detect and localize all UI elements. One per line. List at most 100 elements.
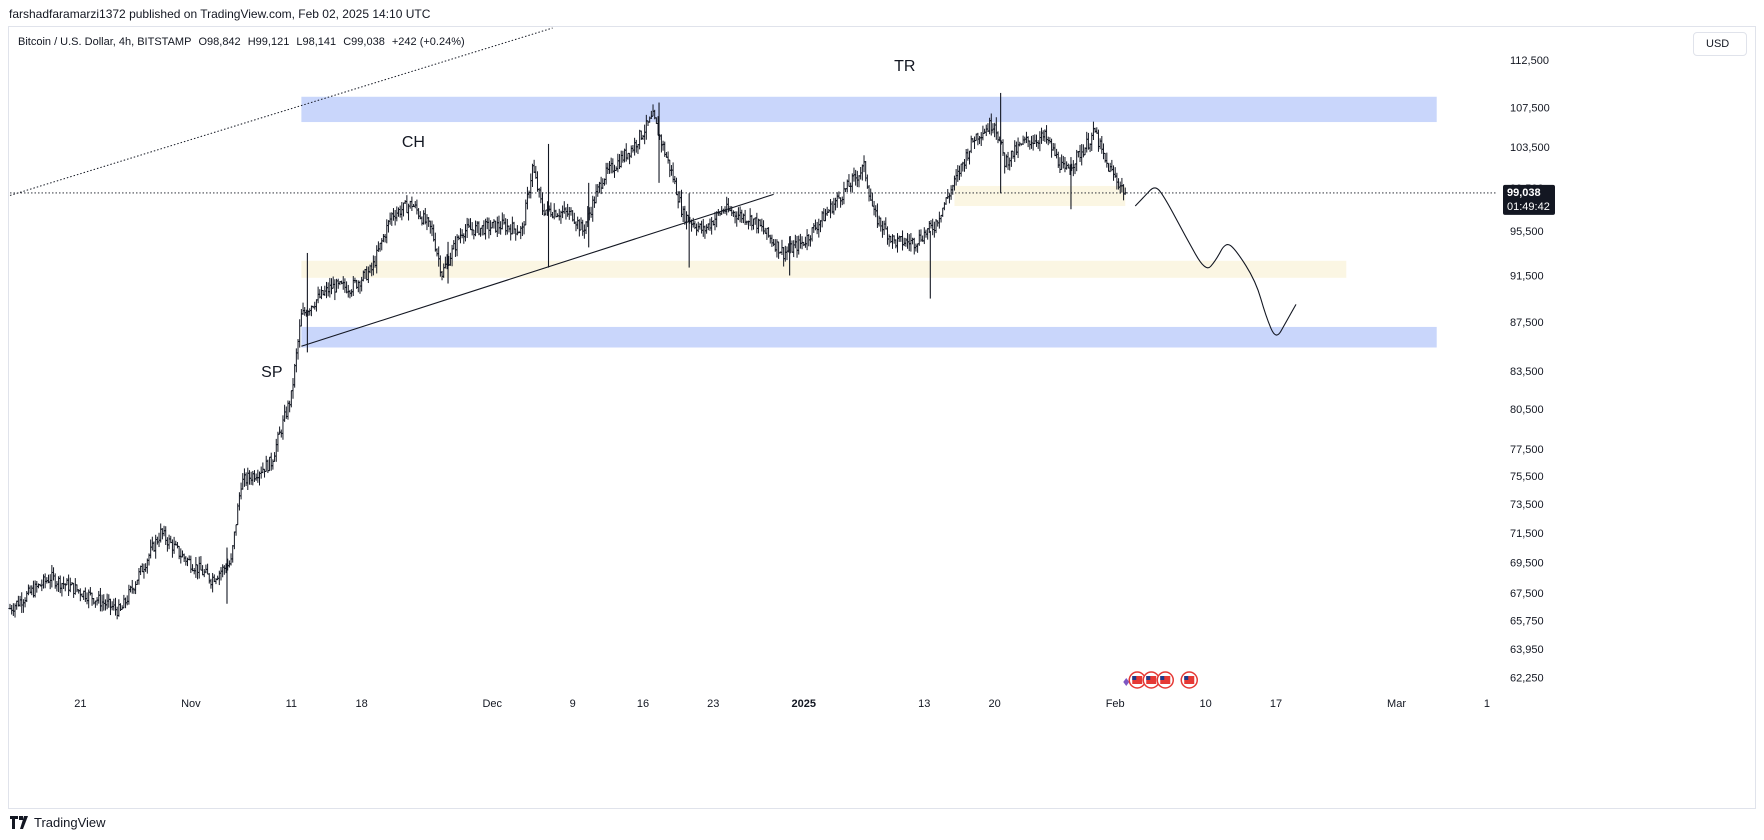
annotation-sp: SP bbox=[261, 364, 282, 381]
ohlc-bar bbox=[381, 234, 386, 243]
publisher-line: farshadfaramarzi1372 published on Tradin… bbox=[9, 7, 431, 21]
ohlc-bar bbox=[303, 307, 307, 316]
ohlc-bar bbox=[947, 193, 952, 204]
ohlc-bar bbox=[30, 585, 34, 596]
ohlc-bar bbox=[480, 225, 484, 236]
ohlc-bar bbox=[155, 536, 159, 545]
us-flag-event-icon bbox=[1128, 671, 1146, 689]
ohlc-bar bbox=[20, 592, 24, 613]
ohlc-bar bbox=[1011, 150, 1015, 159]
ohlc-bar bbox=[591, 195, 595, 222]
ohlc-bar bbox=[631, 145, 635, 153]
ohlc-bar bbox=[1044, 125, 1049, 144]
ohlc-bar bbox=[872, 200, 876, 216]
ohlc-bar bbox=[1063, 156, 1067, 173]
ohlc-bar bbox=[889, 235, 893, 244]
ohlc-bar bbox=[482, 220, 486, 236]
ohlc-bar bbox=[113, 597, 118, 616]
ohlc-bar bbox=[745, 220, 749, 225]
ohlc-bar bbox=[172, 536, 176, 554]
ohlc-bar bbox=[85, 592, 89, 605]
ohlc-bar bbox=[738, 206, 742, 223]
ohlc-bar bbox=[331, 276, 335, 289]
currency-button[interactable]: USD bbox=[1693, 32, 1747, 56]
ohlc-bar bbox=[713, 211, 717, 231]
ohlc-bar bbox=[777, 241, 781, 259]
ohlc-bar bbox=[289, 390, 293, 408]
ohlc-bar bbox=[149, 539, 153, 559]
ohlc-bar bbox=[50, 564, 54, 588]
ohlc-bar bbox=[916, 243, 920, 253]
ohlc-low: L98,141 bbox=[296, 36, 337, 48]
ohlc-bar bbox=[278, 426, 282, 435]
ohlc-bar bbox=[581, 219, 585, 236]
ohlc-bar bbox=[760, 218, 764, 232]
ohlc-bar bbox=[288, 400, 292, 413]
event-flag-stripes bbox=[1146, 676, 1157, 684]
ohlc-bar bbox=[1053, 143, 1057, 157]
ohlc-bar bbox=[241, 473, 245, 490]
ohlc-bar bbox=[661, 140, 665, 151]
ohlc-bar bbox=[684, 211, 689, 230]
ohlc-bar bbox=[619, 150, 623, 168]
ohlc-bar bbox=[534, 165, 538, 179]
y-tick-label: 62,250 bbox=[1510, 672, 1544, 684]
ohlc-bar bbox=[67, 574, 71, 597]
ohlc-bar bbox=[115, 606, 119, 620]
trendline-dotted-1 bbox=[9, 27, 553, 196]
ohlc-bar bbox=[817, 218, 821, 238]
event-flag-canton bbox=[1132, 676, 1137, 680]
ohlc-bar bbox=[53, 573, 57, 589]
ohlc-bar bbox=[1038, 131, 1042, 152]
ohlc-bar bbox=[562, 201, 566, 214]
ohlc-bar bbox=[616, 153, 620, 173]
ohlc-bar bbox=[23, 597, 27, 608]
ohlc-bar bbox=[751, 218, 756, 230]
ohlc-bar bbox=[574, 221, 578, 232]
ohlc-bar bbox=[679, 189, 684, 218]
ohlc-bar bbox=[902, 237, 906, 247]
ohlc-bar bbox=[761, 220, 766, 235]
ohlc-bar bbox=[1054, 148, 1059, 159]
event-flag-stripes bbox=[1132, 676, 1143, 684]
ohlc-bar bbox=[194, 557, 198, 578]
ohlc-bar bbox=[522, 221, 526, 235]
ohlc-bar bbox=[957, 165, 962, 181]
ohlc-bar bbox=[383, 233, 387, 243]
ohlc-bar bbox=[82, 590, 86, 600]
ohlc-bar bbox=[1013, 140, 1017, 162]
ohlc-bar bbox=[1058, 157, 1062, 173]
ohlc-bar bbox=[753, 217, 757, 225]
symbol-legend: Bitcoin / U.S. Dollar, 4h, BITSTAMP O98,… bbox=[18, 36, 469, 48]
ohlc-bar bbox=[83, 587, 87, 602]
ohlc-bar bbox=[189, 555, 193, 573]
y-tick-label: 112,500 bbox=[1510, 55, 1549, 67]
ohlc-bar bbox=[926, 228, 930, 240]
ohlc-bar bbox=[328, 277, 332, 298]
ohlc-bars bbox=[8, 104, 1127, 620]
countdown-label: 01:49:42 bbox=[1507, 201, 1550, 213]
ohlc-bar bbox=[828, 198, 833, 219]
ohlc-bar bbox=[249, 471, 253, 485]
ohlc-bar bbox=[1034, 134, 1039, 147]
ohlc-bar bbox=[1023, 136, 1027, 144]
ohlc-bar bbox=[301, 302, 305, 315]
ohlc-bar bbox=[1026, 136, 1030, 148]
ohlc-bar bbox=[818, 220, 823, 233]
ohlc-bar bbox=[636, 144, 640, 155]
demand-zone-1 bbox=[954, 185, 1126, 207]
ohlc-bar bbox=[485, 217, 489, 230]
ohlc-bar bbox=[589, 206, 593, 218]
ohlc-bar bbox=[525, 186, 530, 210]
ohlc-bar bbox=[705, 224, 709, 234]
ohlc-bar bbox=[497, 215, 501, 234]
ohlc-bar bbox=[566, 203, 570, 217]
ohlc-bar bbox=[768, 234, 772, 244]
ohlc-bar bbox=[535, 171, 540, 192]
ohlc-bar bbox=[567, 206, 571, 220]
ohlc-bar bbox=[478, 227, 483, 237]
ohlc-bar bbox=[842, 181, 846, 205]
ohlc-bar bbox=[135, 579, 139, 585]
x-tick-label: Mar bbox=[1387, 698, 1406, 710]
